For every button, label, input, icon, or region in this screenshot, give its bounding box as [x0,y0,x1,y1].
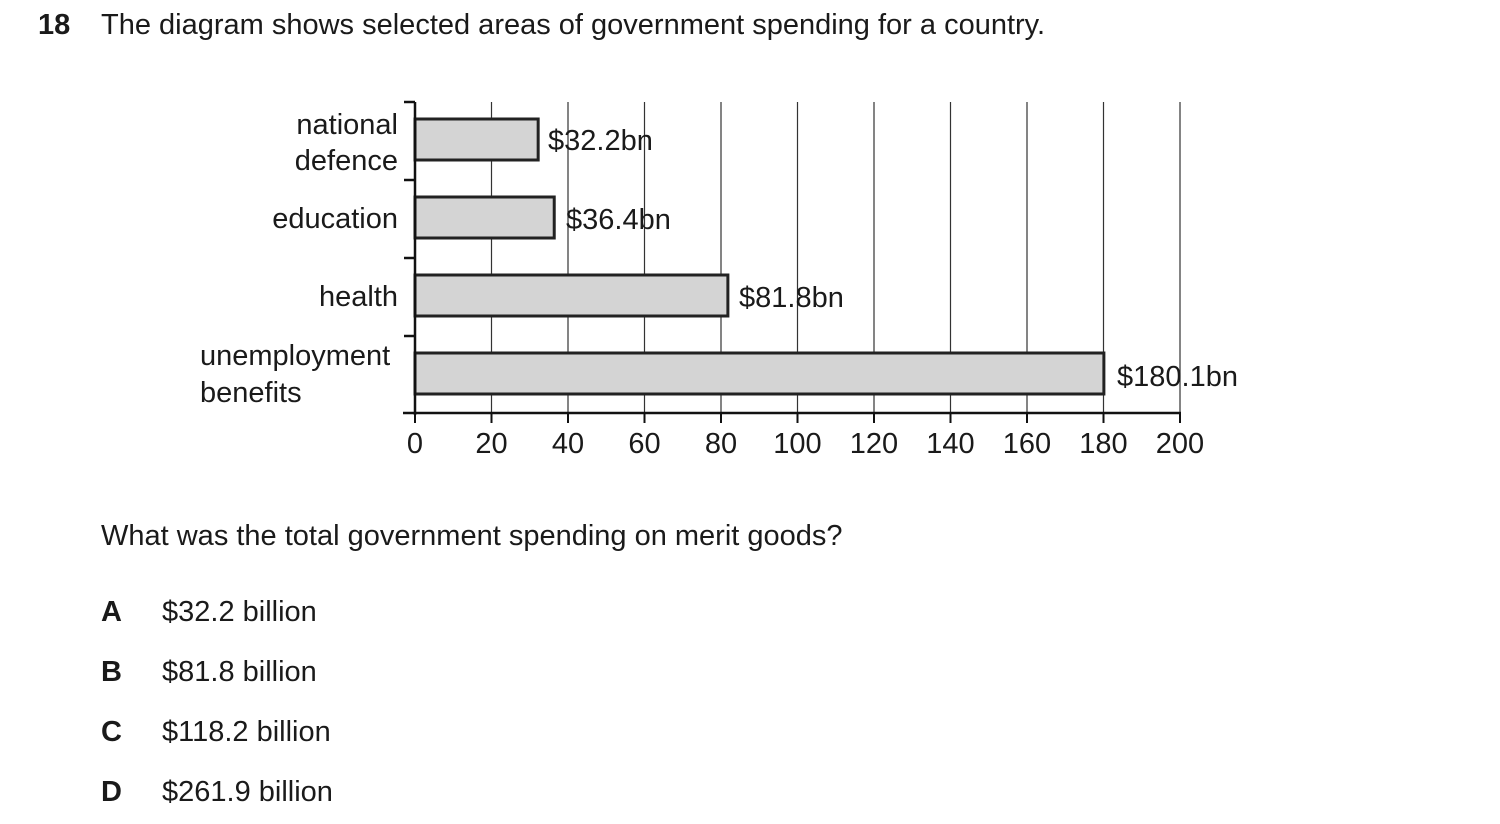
bar [413,117,540,162]
question-number: 18 [38,9,71,41]
question-prompt: What was the total government spending o… [101,520,843,552]
bar [413,351,1106,396]
option-d-text[interactable]: $261.9 billion [162,776,333,808]
x-tick-label: 200 [1156,428,1204,460]
category-label: health [319,281,398,313]
option-c-text[interactable]: $118.2 billion [162,716,331,748]
bar-chart: 0 20 40 60 80 100 120 140 160 180 200 national defen… [200,100,1238,460]
option-b-text[interactable]: $81.8 billion [162,656,317,688]
option-c-letter: C [101,716,122,748]
x-tick-label: 60 [628,428,660,460]
x-tick-label: 40 [552,428,584,460]
data-label: $36.4bn [566,204,671,236]
bar [413,273,730,318]
bar [413,195,556,240]
x-tick-label: 100 [773,428,821,460]
x-tick-label: 120 [850,428,898,460]
x-tick-label: 140 [926,428,974,460]
x-tick-label: 0 [407,428,423,460]
option-a-letter: A [101,596,122,628]
question-text: The diagram shows selected areas of gove… [101,9,1046,41]
category-label: benefits [200,377,302,409]
option-b-letter: B [101,656,122,688]
option-d-letter: D [101,776,122,808]
x-tick-label: 20 [475,428,507,460]
data-label: $81.8bn [739,282,844,314]
category-label: education [272,203,398,235]
category-label: national [296,109,398,141]
x-tick-label: 80 [705,428,737,460]
x-tick-label: 160 [1003,428,1051,460]
option-a-text[interactable]: $32.2 billion [162,596,317,628]
category-label: defence [295,145,398,177]
x-tick-label: 180 [1079,428,1127,460]
data-label: $32.2bn [548,125,653,157]
category-label: unemployment [200,340,390,372]
data-label: $180.1bn [1117,361,1238,393]
